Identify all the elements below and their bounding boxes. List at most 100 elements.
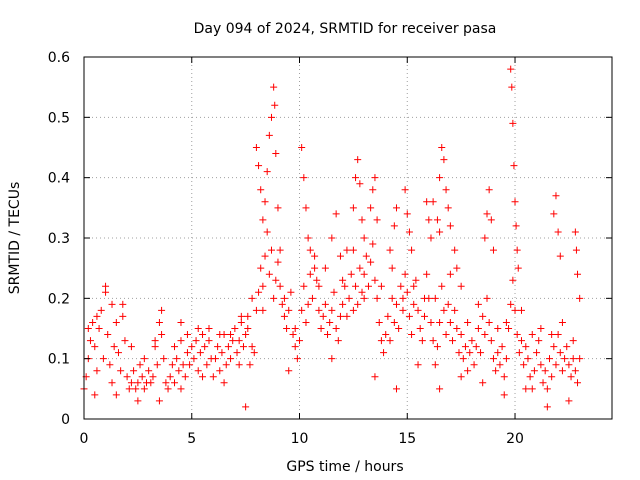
data-point <box>97 306 105 314</box>
data-point <box>408 331 416 339</box>
data-point <box>511 306 519 314</box>
data-point <box>272 276 280 284</box>
data-point <box>149 373 157 381</box>
data-point <box>192 337 200 345</box>
data-point <box>399 294 407 302</box>
data-point <box>132 385 140 393</box>
data-point <box>421 312 429 320</box>
data-point <box>388 294 396 302</box>
data-point <box>369 186 377 194</box>
data-point <box>229 337 237 345</box>
data-point <box>227 331 235 339</box>
data-point <box>502 318 510 326</box>
data-point <box>410 282 418 290</box>
data-point <box>429 198 437 206</box>
data-point <box>552 192 560 200</box>
data-point <box>371 373 379 381</box>
data-point <box>500 373 508 381</box>
data-point <box>517 306 525 314</box>
data-point <box>127 379 135 387</box>
data-point <box>319 312 327 320</box>
data-point <box>444 204 452 212</box>
data-point <box>563 343 571 351</box>
data-point <box>99 355 107 363</box>
data-point <box>171 343 179 351</box>
data-point <box>239 343 247 351</box>
data-point <box>412 276 420 284</box>
data-point <box>526 373 534 381</box>
data-point <box>548 331 556 339</box>
data-point <box>512 222 520 230</box>
data-point <box>257 186 265 194</box>
data-point <box>93 367 101 375</box>
data-point <box>291 343 299 351</box>
data-point <box>360 234 368 242</box>
data-point <box>535 337 543 345</box>
data-point <box>451 246 459 254</box>
data-point <box>244 325 252 332</box>
data-point <box>453 325 461 332</box>
data-point <box>151 337 159 345</box>
data-point <box>328 355 336 363</box>
data-point <box>367 258 375 266</box>
data-point <box>177 385 185 393</box>
data-point <box>528 331 536 339</box>
data-point <box>354 156 362 164</box>
data-point <box>91 343 99 351</box>
data-point <box>356 264 364 272</box>
data-point <box>328 306 336 314</box>
data-point <box>558 367 566 375</box>
data-point <box>252 144 260 151</box>
data-point <box>466 349 474 357</box>
data-point <box>343 312 351 320</box>
data-point <box>423 270 431 278</box>
data-point <box>123 373 131 381</box>
data-point <box>289 331 297 339</box>
data-point <box>263 168 271 176</box>
data-point <box>418 337 426 345</box>
data-point <box>205 337 213 345</box>
data-point <box>183 331 191 339</box>
data-point <box>362 252 370 260</box>
data-point <box>513 331 521 339</box>
data-point <box>218 349 226 357</box>
data-point <box>140 385 148 393</box>
data-point <box>556 252 564 260</box>
data-point <box>233 349 241 357</box>
data-point <box>438 282 446 290</box>
data-point <box>112 391 120 399</box>
data-point <box>489 355 497 363</box>
data-point <box>91 391 99 399</box>
data-point <box>485 186 493 194</box>
data-point <box>446 270 454 278</box>
data-point <box>377 282 385 290</box>
data-point <box>408 246 416 254</box>
data-point <box>242 403 250 411</box>
data-point <box>429 337 437 345</box>
data-point <box>302 204 310 212</box>
data-point <box>252 306 260 314</box>
y-tick-label: 0.2 <box>48 291 70 307</box>
data-point <box>464 318 472 326</box>
data-point <box>449 337 457 345</box>
data-point <box>280 312 288 320</box>
data-point <box>442 186 450 194</box>
data-point <box>574 270 582 278</box>
data-points <box>80 65 584 411</box>
data-point <box>255 288 263 296</box>
data-point <box>102 288 110 296</box>
data-point <box>158 331 166 339</box>
data-point <box>554 331 562 339</box>
data-point <box>442 331 450 339</box>
data-point <box>375 318 383 326</box>
data-point <box>110 343 118 351</box>
data-point <box>265 270 273 278</box>
data-point <box>242 331 250 339</box>
data-point <box>332 325 340 332</box>
data-point <box>464 367 472 375</box>
data-point <box>436 385 444 393</box>
data-point <box>119 312 127 320</box>
data-point <box>311 252 319 260</box>
data-point <box>410 300 418 308</box>
data-point <box>517 337 525 345</box>
